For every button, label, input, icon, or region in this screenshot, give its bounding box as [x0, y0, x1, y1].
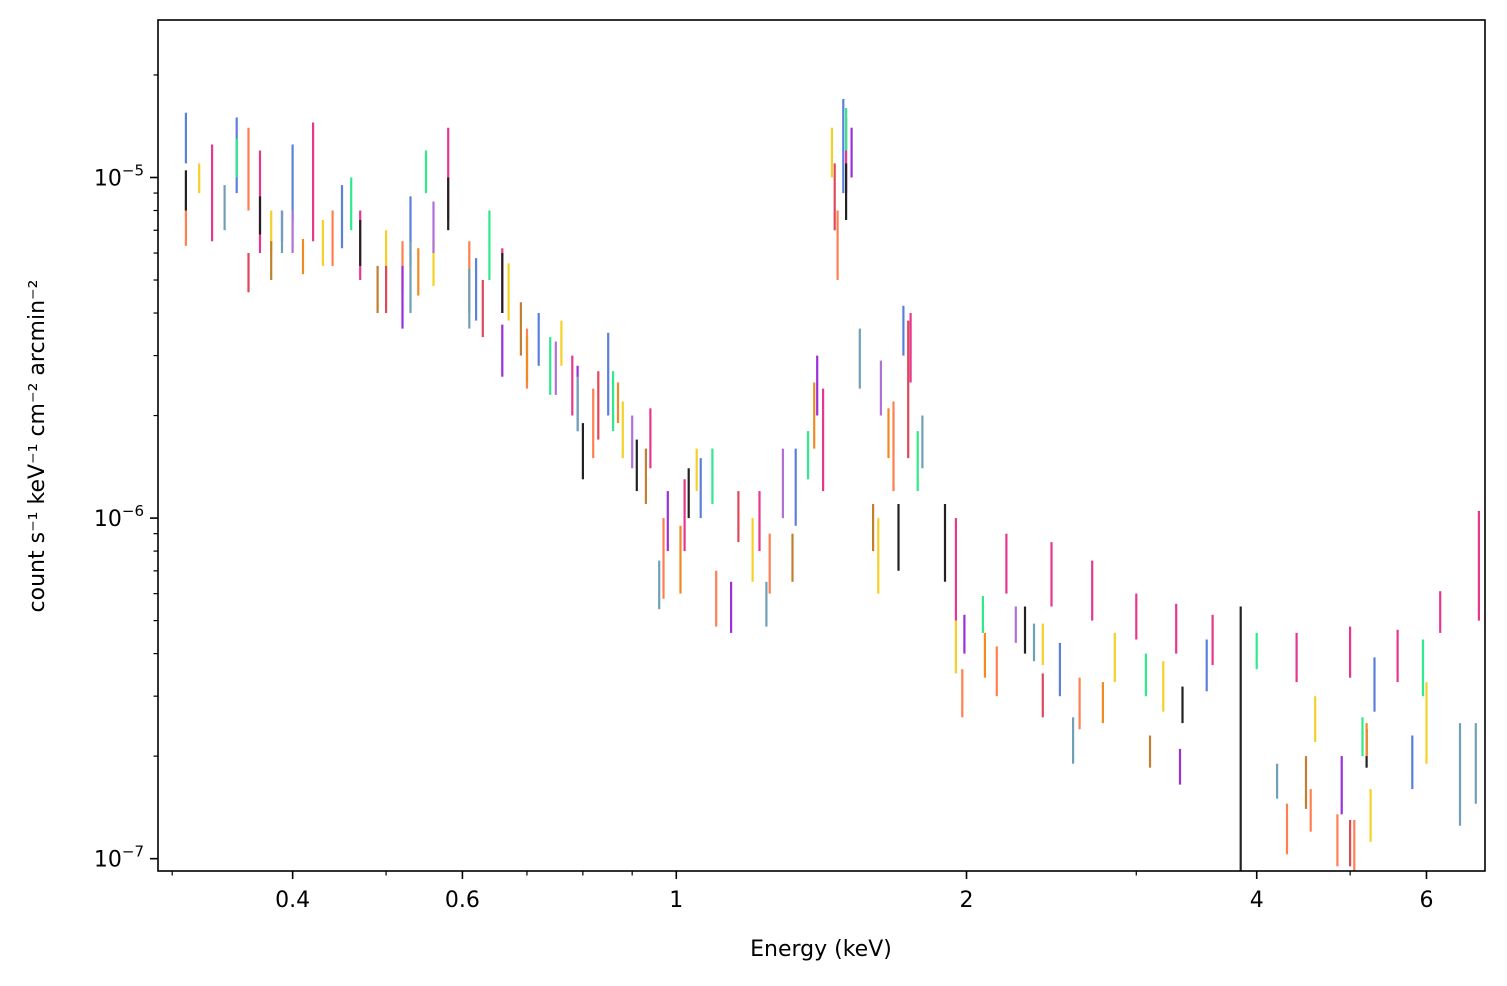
y-axis-title: count s⁻¹ keV⁻¹ cm⁻² arcmin⁻² — [25, 280, 50, 613]
y-tick-label-0: 10−7 — [94, 843, 144, 873]
x-tick-label-4: 4 — [1250, 888, 1264, 913]
x-tick-label-2: 1 — [669, 888, 683, 913]
x-axis-title: Energy (keV) — [750, 937, 892, 962]
plot-frame — [157, 19, 1486, 872]
x-tick-label-3: 2 — [960, 888, 974, 913]
x-tick-label-0: 0.4 — [275, 888, 310, 913]
x-tick-label-5: 6 — [1419, 888, 1433, 913]
axes: 0.4 0.6 1 2 4 6 10−7 10−6 10−5 — [94, 74, 1433, 913]
data-marks — [184, 99, 1481, 871]
y-tick-label-2: 10−5 — [94, 161, 144, 191]
x-tick-label-1: 0.6 — [445, 888, 480, 913]
y-tick-label-1: 10−6 — [94, 502, 144, 532]
